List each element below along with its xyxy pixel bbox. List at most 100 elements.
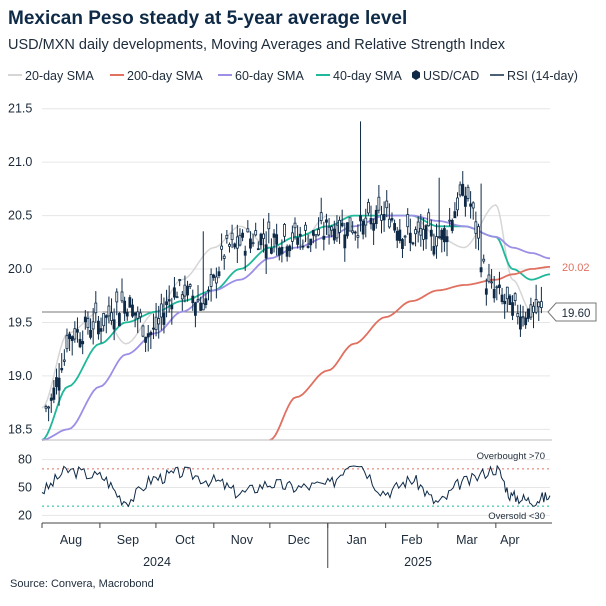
candle-body — [521, 316, 525, 319]
candle-body — [117, 313, 121, 327]
price-y-axis: 21.5 21.0 20.5 20.0 19.5 19.0 18.5 — [8, 102, 32, 437]
overbought-label: Overbought >70 — [477, 451, 545, 462]
candle-body — [272, 233, 276, 238]
rsi-tick-label: 50 — [18, 481, 32, 495]
candle-body — [112, 319, 116, 330]
candle-body — [416, 221, 420, 233]
candle-body — [186, 285, 189, 296]
candle-body — [340, 222, 344, 227]
candle-body — [403, 235, 407, 238]
candle-body — [450, 220, 454, 231]
candle-body — [91, 321, 95, 330]
candle-body — [131, 304, 134, 317]
legend-label-sma200: 200-day SMA — [127, 69, 203, 83]
candle-body — [471, 202, 475, 209]
candle-body — [309, 238, 313, 246]
candle-body — [435, 236, 438, 247]
candle-body — [47, 406, 51, 409]
rsi-tick-label: 20 — [18, 508, 32, 522]
price-candles — [44, 121, 543, 422]
candle-body — [110, 312, 113, 321]
candle-body — [238, 234, 242, 246]
candle-body — [285, 246, 289, 257]
candle-body — [511, 302, 514, 316]
candle-body — [356, 235, 360, 238]
candle-body — [503, 300, 507, 305]
candle-body — [330, 226, 334, 231]
candle-body — [427, 212, 431, 227]
candle-body — [57, 377, 61, 391]
legend-label-rsi: RSI (14-day) — [507, 69, 578, 83]
candle-body — [466, 186, 470, 199]
candle-body — [393, 223, 397, 231]
candle-body — [408, 232, 412, 244]
legend-item-sma40[interactable]: 40-day SMA — [316, 69, 402, 83]
price-tick-label: 19.0 — [8, 369, 32, 383]
candle-body — [298, 233, 302, 237]
sma-line-200-day-sma — [269, 266, 550, 441]
legend-label-sma60: 60-day SMA — [235, 69, 304, 83]
legend-item-usdcad[interactable]: USD/CAD — [412, 69, 479, 83]
candle-body — [537, 301, 541, 308]
candle-body — [55, 377, 58, 388]
candle-body — [162, 312, 166, 325]
x-tick-label: Sep — [117, 533, 139, 547]
candle-body — [94, 302, 98, 314]
candle-body — [353, 231, 357, 234]
year-label-2024: 2024 — [143, 555, 171, 569]
candle-body — [196, 299, 200, 302]
candle-body — [173, 287, 176, 298]
legend-label-sma20: 20-day SMA — [25, 69, 94, 83]
candle-body — [259, 233, 263, 246]
candle-body — [424, 225, 428, 240]
legend-item-sma200[interactable]: 200-day SMA — [110, 69, 203, 83]
candle-body — [322, 235, 326, 240]
legend-swatch-candle-icon — [412, 70, 420, 80]
candle-body — [406, 214, 410, 228]
candle-body — [372, 223, 376, 231]
candle-body — [152, 327, 155, 330]
candle-body — [477, 226, 480, 239]
candle-body — [453, 211, 457, 219]
price-tick-label: 21.5 — [8, 102, 32, 116]
x-tick-label: Jan — [347, 533, 367, 547]
candle-body — [377, 196, 381, 211]
year-label-2025: 2025 — [404, 555, 432, 569]
price-panel: 21.5 21.0 20.5 20.0 19.5 19.0 18.5 20.02 19.60 — [8, 102, 597, 441]
candle-body — [505, 286, 509, 300]
candle-body — [136, 311, 140, 319]
candle-body — [89, 329, 92, 338]
candle-body — [212, 274, 216, 278]
candle-body — [180, 294, 184, 300]
candle-body — [146, 333, 150, 338]
candle-body — [385, 200, 389, 209]
source-note: Source: Convera, Macrobond — [10, 578, 154, 590]
candle-body — [539, 301, 543, 308]
rsi-panel: 80 50 20 Overbought >70 Oversold <30 Aug Se… — [18, 451, 552, 569]
legend-item-sma20[interactable]: 20-day SMA — [8, 69, 94, 83]
rsi-tick-label: 80 — [18, 453, 32, 467]
candle-body — [374, 209, 378, 225]
candle-body — [458, 184, 462, 196]
candle-body — [519, 316, 522, 330]
candle-body — [207, 289, 210, 292]
candle-body — [482, 258, 486, 262]
legend-item-sma60[interactable]: 60-day SMA — [218, 69, 304, 83]
candle-body — [487, 274, 491, 282]
candle-body — [52, 387, 56, 400]
candle-body — [429, 229, 433, 237]
rsi-gridlines — [42, 459, 550, 516]
candle-body — [364, 217, 368, 226]
price-tick-label: 20.0 — [8, 262, 32, 276]
candle-body — [204, 298, 208, 306]
candle-body — [346, 222, 349, 237]
legend-item-rsi[interactable]: RSI (14-day) — [490, 69, 578, 83]
price-tick-label: 20.5 — [8, 209, 32, 223]
candle-body — [65, 335, 69, 350]
candle-body — [382, 214, 386, 221]
candle-body — [125, 311, 129, 317]
candle-body — [141, 325, 145, 337]
candle-body — [387, 218, 391, 228]
candle-body — [73, 328, 77, 340]
